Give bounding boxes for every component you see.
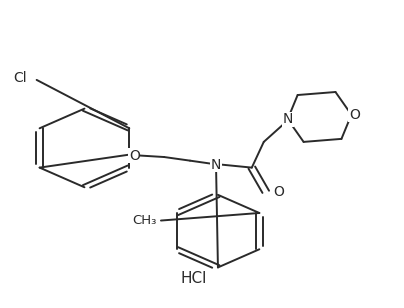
Text: HCl: HCl xyxy=(181,270,207,286)
Text: N: N xyxy=(282,112,293,126)
Text: CH₃: CH₃ xyxy=(132,214,156,227)
Text: O: O xyxy=(349,108,360,122)
Text: O: O xyxy=(129,148,140,163)
Text: N: N xyxy=(211,158,221,172)
Text: Cl: Cl xyxy=(13,71,27,85)
Text: O: O xyxy=(273,185,284,199)
